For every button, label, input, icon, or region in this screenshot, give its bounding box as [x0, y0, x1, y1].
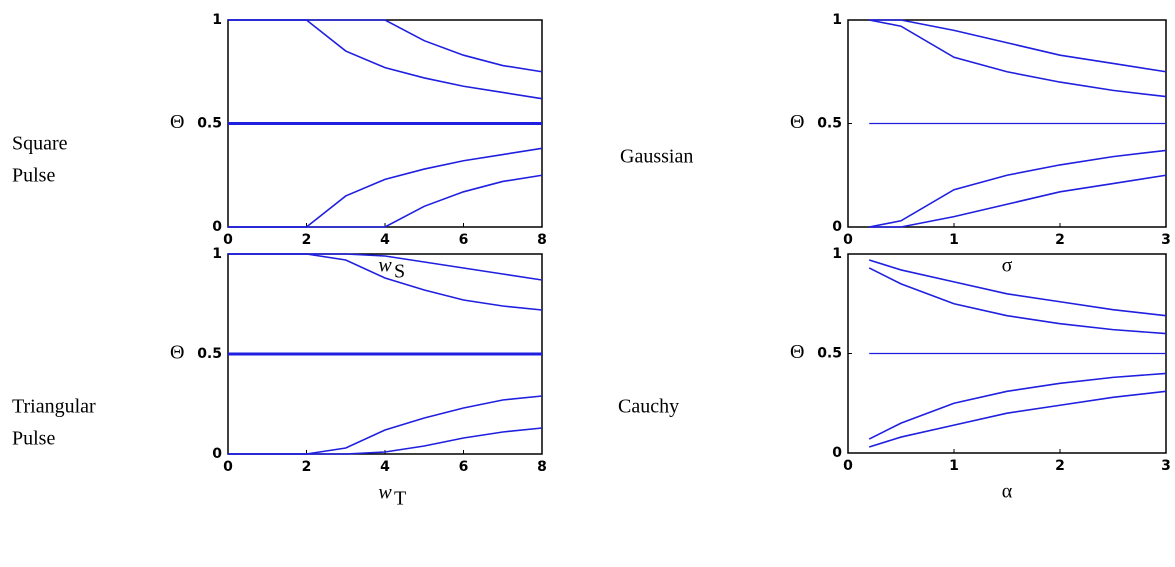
- y-tick-label: 0: [832, 219, 842, 235]
- y-tick-label: 1: [832, 246, 842, 262]
- data-line: [869, 174, 1167, 228]
- data-line: [869, 19, 1167, 73]
- data-line: [868, 390, 1167, 448]
- data-line: [868, 267, 1167, 335]
- x-tick-label: 4: [380, 232, 390, 248]
- y-tick-label: 0: [212, 446, 222, 462]
- data-line: [868, 259, 1167, 317]
- y-tick-label: 0.5: [197, 346, 222, 362]
- y-axis-label: Θ: [790, 341, 804, 363]
- x-tick-label: 0: [223, 232, 233, 248]
- x-axis-label: w: [378, 482, 392, 504]
- x-axis-label-sub: T: [394, 488, 406, 510]
- y-tick-label: 1: [212, 246, 222, 262]
- x-tick-label: 0: [843, 458, 853, 474]
- data-line: [228, 427, 543, 455]
- y-tick-label: 0: [212, 219, 222, 235]
- row-label: Triangular: [12, 396, 96, 418]
- y-tick-label: 0.5: [197, 116, 222, 132]
- x-tick-label: 8: [537, 459, 547, 475]
- x-axis-label: σ: [1002, 255, 1013, 277]
- x-tick-label: 6: [459, 459, 469, 475]
- data-line: [869, 149, 1167, 228]
- data-line: [228, 147, 543, 228]
- x-tick-label: 2: [302, 232, 312, 248]
- y-tick-label: 0: [832, 445, 842, 461]
- x-tick-label: 2: [1055, 232, 1065, 248]
- row-label: Gaussian: [620, 146, 693, 168]
- row-label: Cauchy: [618, 396, 679, 418]
- x-axis-label: w: [378, 255, 392, 277]
- x-tick-label: 2: [1055, 458, 1065, 474]
- x-tick-label: 0: [223, 459, 233, 475]
- data-line: [869, 19, 1167, 98]
- data-line: [228, 19, 543, 73]
- x-tick-label: 1: [949, 232, 959, 248]
- row-label: Pulse: [12, 165, 55, 187]
- data-line: [868, 372, 1167, 440]
- y-tick-label: 0.5: [817, 346, 842, 362]
- row-label: Pulse: [12, 428, 55, 450]
- x-axis-label-sub: S: [394, 261, 405, 283]
- y-tick-label: 1: [832, 12, 842, 28]
- data-line: [228, 253, 543, 281]
- y-axis-label: Θ: [170, 111, 184, 133]
- data-line: [228, 19, 543, 100]
- x-tick-label: 8: [537, 232, 547, 248]
- x-tick-label: 2: [302, 459, 312, 475]
- x-tick-label: 0: [843, 232, 853, 248]
- row-label: Square: [12, 133, 68, 155]
- x-tick-label: 3: [1161, 232, 1171, 248]
- x-tick-label: 1: [949, 458, 959, 474]
- y-axis-label: Θ: [170, 342, 184, 364]
- y-tick-label: 1: [212, 12, 222, 28]
- data-line: [228, 395, 543, 455]
- x-tick-label: 4: [380, 459, 390, 475]
- x-tick-label: 3: [1161, 458, 1171, 474]
- y-axis-label: Θ: [790, 111, 804, 133]
- x-tick-label: 6: [459, 232, 469, 248]
- data-line: [228, 174, 543, 228]
- x-axis-label: α: [1002, 481, 1013, 503]
- y-tick-label: 0.5: [817, 116, 842, 132]
